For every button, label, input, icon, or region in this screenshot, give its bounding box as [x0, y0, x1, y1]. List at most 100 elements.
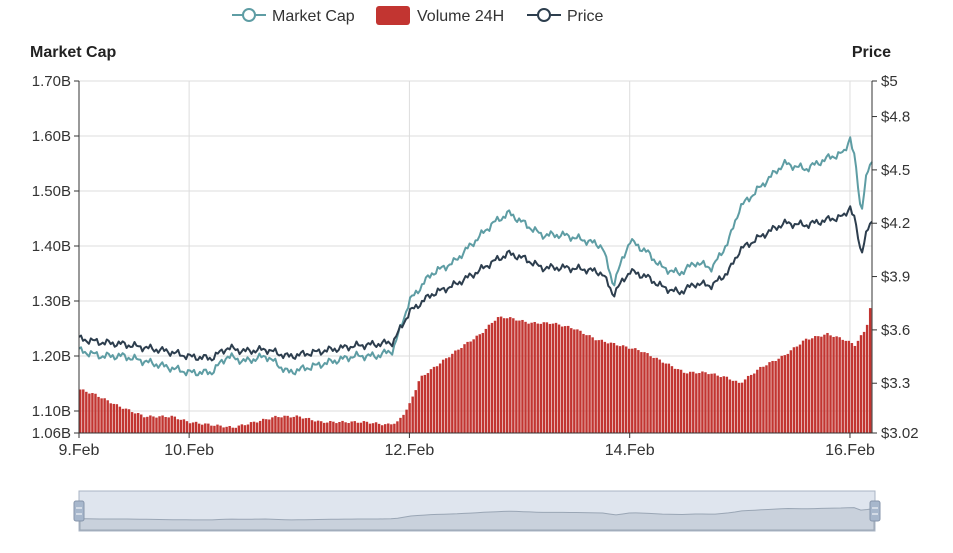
volume-bar — [387, 423, 390, 433]
volume-bar — [811, 338, 814, 433]
legend-item-market-cap[interactable]: Market Cap — [232, 8, 355, 25]
volume-bar — [579, 330, 582, 433]
volume-bar — [670, 366, 674, 433]
volume-bar — [685, 373, 689, 433]
volume-bar — [344, 422, 347, 433]
volume-bar — [396, 421, 399, 433]
volume-bar — [197, 423, 201, 433]
legend-volume-label: Volume 24H — [417, 8, 504, 25]
volume-bar — [149, 415, 152, 433]
volume-bar — [329, 420, 332, 433]
price-line — [78, 205, 873, 362]
volume-bar — [292, 416, 295, 433]
volume-bar — [643, 352, 646, 433]
volume-bar — [862, 331, 866, 433]
volume-bar — [280, 417, 283, 433]
volume-bar — [91, 393, 94, 433]
volume-bar — [341, 420, 344, 433]
volume-bar — [679, 369, 683, 433]
volume-bar — [274, 415, 277, 433]
volume-bar — [603, 341, 607, 433]
volume-bar — [435, 366, 439, 433]
x-tick-label: 10.Feb — [164, 442, 214, 459]
volume-bar — [841, 339, 844, 433]
volume-bar — [359, 422, 363, 433]
volume-bar — [362, 421, 366, 433]
volume-bar — [332, 421, 335, 433]
volume-bar — [716, 375, 719, 433]
volume-bar — [85, 391, 88, 433]
volume-bar — [124, 408, 128, 433]
volume-bar — [539, 323, 542, 433]
x-tick-label: 12.Feb — [385, 442, 435, 459]
volume-bar — [304, 418, 308, 433]
volume-bar — [228, 426, 231, 433]
volume-bar — [570, 328, 573, 433]
volume-bar — [283, 415, 286, 433]
legend-item-price[interactable]: Price — [527, 8, 604, 25]
volume-bar — [506, 318, 509, 433]
volume-bar — [268, 419, 271, 433]
legend-price-circle-icon — [537, 8, 551, 22]
volume-bar — [454, 350, 457, 433]
series-lines — [78, 136, 873, 377]
volume-bar — [554, 322, 558, 433]
legend-market-cap-circle-icon — [242, 8, 256, 22]
market-cap-line — [78, 136, 873, 377]
volume-bar — [271, 417, 274, 433]
volume-bar — [792, 347, 796, 433]
volume-bar — [765, 365, 768, 433]
right-tick-label: $4.8 — [881, 109, 910, 126]
volume-bar — [384, 424, 387, 433]
left-tick-label: 1.60B — [32, 128, 71, 145]
right-tick-label: $3.6 — [881, 322, 910, 339]
volume-bar — [170, 415, 173, 433]
volume-bar — [667, 363, 671, 433]
volume-bar — [335, 423, 338, 433]
volume-bar — [844, 340, 847, 433]
volume-bar — [448, 357, 451, 433]
volume-bar — [542, 322, 546, 433]
data-zoom-slider[interactable] — [73, 490, 881, 532]
volume-bar — [393, 423, 396, 433]
volume-bar — [469, 341, 472, 433]
volume-bar — [493, 320, 497, 433]
volume-bar — [475, 335, 478, 433]
volume-bar — [371, 423, 375, 433]
legend-item-volume[interactable]: Volume 24H — [376, 6, 504, 25]
volume-bar — [319, 421, 323, 433]
left-tick-label: 1.30B — [32, 293, 71, 310]
volume-bar — [118, 406, 122, 433]
legend[interactable]: Market Cap Volume 24H Price — [232, 6, 604, 25]
volume-bar — [350, 421, 353, 433]
volume-bar — [567, 325, 570, 433]
volume-bar — [658, 359, 661, 433]
volume-bar — [222, 427, 225, 433]
volume-bar — [106, 400, 109, 433]
volume-bar — [649, 356, 652, 433]
volume-bar — [472, 339, 475, 433]
volume-bar — [207, 423, 210, 433]
slider-right-handle-icon[interactable] — [869, 500, 881, 522]
volume-bar — [219, 425, 222, 433]
volume-bar — [185, 421, 189, 433]
volume-bar — [347, 423, 350, 433]
volume-bar — [146, 416, 149, 433]
volume-bar — [420, 375, 424, 433]
volume-bar — [502, 318, 506, 433]
volume-bar — [265, 419, 268, 433]
volume-bar — [173, 416, 176, 433]
volume-bar — [826, 332, 829, 433]
volume-bar — [692, 371, 695, 433]
volume-bar — [798, 344, 802, 433]
slider-left-handle-icon[interactable] — [73, 500, 85, 522]
volume-bar — [243, 425, 247, 433]
volume-bar — [158, 416, 161, 433]
volume-bar — [100, 398, 103, 433]
volume-bar — [637, 350, 640, 433]
volume-bar — [591, 337, 594, 433]
volume-bar — [191, 422, 195, 433]
volume-bar — [109, 403, 112, 433]
volume-bar — [865, 324, 869, 433]
